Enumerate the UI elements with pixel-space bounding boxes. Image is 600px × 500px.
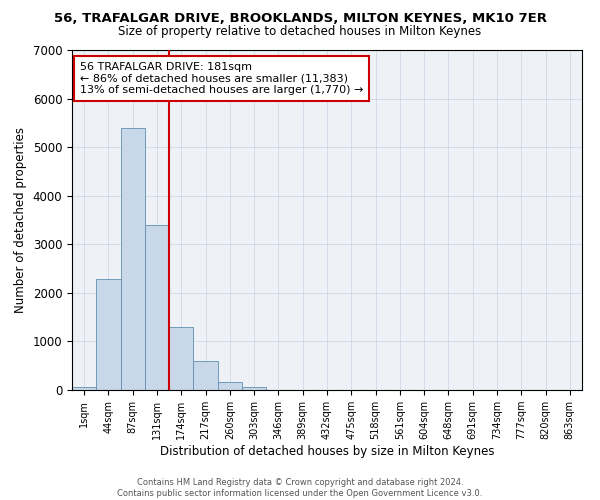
Y-axis label: Number of detached properties: Number of detached properties (14, 127, 27, 313)
Bar (72, 386, 96, 390)
Bar (96, 280, 121, 390)
Bar (169, 327, 193, 390)
Text: Size of property relative to detached houses in Milton Keynes: Size of property relative to detached ho… (118, 25, 482, 38)
Text: Contains HM Land Registry data © Crown copyright and database right 2024.
Contai: Contains HM Land Registry data © Crown c… (118, 478, 482, 498)
Bar (193, 361, 218, 390)
X-axis label: Distribution of detached houses by size in Milton Keynes: Distribution of detached houses by size … (160, 445, 494, 458)
Bar (145, 225, 169, 390)
Text: 56 TRAFALGAR DRIVE: 181sqm
← 86% of detached houses are smaller (11,383)
13% of : 56 TRAFALGAR DRIVE: 181sqm ← 86% of deta… (80, 62, 363, 95)
Text: 56, TRAFALGAR DRIVE, BROOKLANDS, MILTON KEYNES, MK10 7ER: 56, TRAFALGAR DRIVE, BROOKLANDS, MILTON … (53, 12, 547, 26)
Bar (218, 382, 242, 390)
Bar (121, 128, 145, 390)
Bar (242, 387, 266, 390)
